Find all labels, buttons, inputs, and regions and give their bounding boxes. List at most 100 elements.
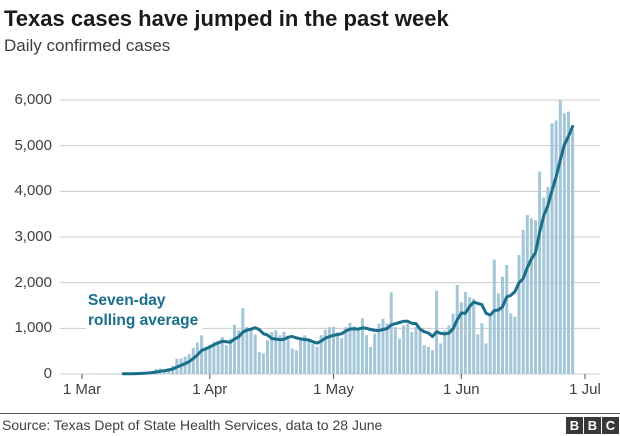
daily-cases-bar [534,220,537,374]
daily-cases-bar [274,330,278,374]
daily-cases-bar [187,354,191,374]
daily-cases-bar [323,329,327,374]
daily-cases-bar [257,352,261,374]
bbc-logo: B B C [566,417,619,434]
daily-cases-bar [299,338,302,374]
daily-cases-bar [501,276,504,374]
daily-cases-bar [414,327,418,374]
daily-cases-bar [237,330,241,374]
daily-cases-bar [117,373,121,374]
daily-cases-bar [426,346,430,374]
daily-cases-bar [360,318,364,374]
daily-cases-bar [290,348,294,374]
daily-cases-bar [513,316,517,374]
daily-cases-bar [558,100,562,374]
daily-cases-bar [463,292,467,374]
x-axis-label: 1 Mar [62,381,102,398]
chart-title: Texas cases have jumped in the past week [4,6,449,31]
daily-cases-bar [216,340,220,374]
daily-cases-bar [447,325,451,374]
daily-cases-bar [204,347,208,374]
daily-cases-bar [410,332,414,374]
daily-cases-bar [278,335,282,374]
daily-cases-bar [476,334,480,374]
daily-cases-bar [270,332,274,374]
daily-cases-bar [253,334,257,374]
daily-cases-bar [468,297,472,374]
daily-cases-bar [113,373,117,374]
y-axis-label: 6,000 [14,91,52,108]
x-axis-label: 1 Apr [192,381,228,398]
daily-cases-bar [228,338,232,374]
y-axis-label: 1,000 [14,319,52,337]
daily-cases-bar [224,345,228,374]
daily-cases-bar [480,323,484,374]
daily-cases-bar [311,343,315,374]
bbc-logo-block-b2: B [584,417,601,434]
daily-cases-bar [377,323,381,374]
daily-cases-bar [340,338,344,374]
daily-cases-bar [101,373,105,374]
daily-cases-bar [554,120,558,374]
daily-cases-bar [538,171,542,374]
daily-cases-bar [327,327,331,374]
y-axis-label: 4,000 [14,182,52,200]
daily-cases-bar [208,344,212,374]
daily-cases-bar [385,323,389,374]
source-text: Source: Texas Dept of State Health Servi… [2,417,383,433]
daily-cases-bar [439,343,443,374]
daily-cases-bar [245,327,249,374]
daily-cases-bar [92,373,96,374]
daily-cases-bar [249,330,253,374]
daily-cases-bar [451,313,455,374]
daily-cases-bar [369,346,373,374]
rolling-average-line [121,125,575,376]
daily-cases-bar [550,123,554,374]
daily-cases-bar [319,335,323,374]
daily-cases-bar [105,373,109,374]
daily-cases-bar [562,113,566,375]
daily-cases-bar [381,318,385,374]
daily-cases-bar [195,342,199,374]
daily-cases-bar [191,348,195,374]
daily-cases-bar [344,327,348,374]
daily-cases-bar [525,215,529,374]
annotation-line-1: Seven-day [88,292,166,309]
annotation-line-2: rolling average [88,312,199,329]
daily-cases-bar [348,322,352,374]
daily-cases-bar [365,335,368,374]
daily-cases-bar [398,338,401,374]
daily-cases-bar [406,323,410,374]
daily-cases-bar [529,218,533,374]
daily-cases-bar [241,308,245,374]
daily-cases-bar [472,298,476,374]
daily-cases-bar [517,255,521,374]
daily-cases-bar [303,335,307,374]
daily-cases-bar [336,332,340,374]
daily-cases-bar [97,373,100,374]
daily-cases-bar [373,333,377,374]
y-axis-label: 3,000 [14,228,52,245]
chart-subtitle: Daily confirmed cases [4,36,171,55]
daily-cases-bar [402,325,406,374]
daily-cases-bar [352,326,356,374]
daily-cases-bar [307,338,311,374]
daily-cases-bar [542,197,546,374]
daily-cases-bar [233,324,236,374]
daily-cases-bar [261,353,265,374]
daily-cases-bar [484,343,488,374]
daily-cases-bar [505,265,509,374]
y-axis-label: 0 [43,365,52,382]
bbc-logo-block-b1: B [566,417,583,434]
bbc-logo-block-c: C [602,417,619,434]
daily-cases-bar [389,292,393,374]
y-axis-label: 2,000 [14,273,52,291]
daily-cases-bar [183,356,187,374]
daily-cases-bar [220,337,224,374]
daily-cases-bar [431,350,434,374]
daily-cases-bar [294,350,298,374]
daily-cases-bar [496,293,500,374]
